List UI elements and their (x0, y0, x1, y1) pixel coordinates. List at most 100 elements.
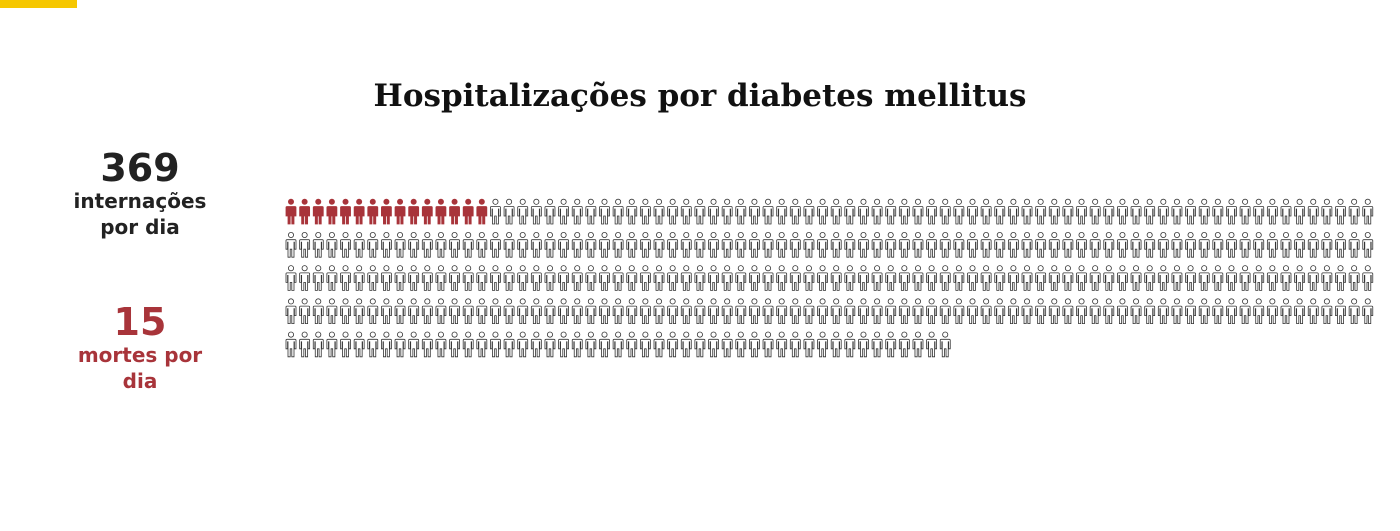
person-icon (367, 265, 379, 291)
person-icon (1321, 298, 1333, 325)
person-icon (312, 265, 324, 291)
person-icon (1266, 265, 1278, 291)
person-icon (639, 331, 651, 358)
person-icon (871, 198, 883, 225)
person-icon (939, 231, 951, 258)
person-icon (599, 298, 610, 325)
person-icon (462, 265, 474, 291)
person-icon (1335, 198, 1346, 225)
person-icon (312, 198, 324, 225)
person-icon (1226, 265, 1237, 291)
person-icon (1062, 231, 1074, 258)
person-icon (381, 265, 392, 291)
person-icon (680, 198, 692, 225)
person-icon (462, 331, 474, 358)
person-icon (1198, 265, 1210, 291)
person-icon (912, 198, 924, 225)
person-icon (994, 298, 1006, 325)
person-icon (817, 198, 828, 225)
person-icon (680, 265, 692, 291)
person-icon (871, 231, 883, 258)
person-icon (1321, 198, 1333, 225)
person-icon (1239, 265, 1251, 291)
person-icon (735, 231, 747, 258)
person-icon (912, 231, 924, 258)
person-icon (517, 331, 529, 358)
person-icon (680, 298, 692, 325)
person-icon (462, 198, 474, 225)
person-icon (1307, 231, 1319, 258)
person-icon (353, 198, 365, 225)
stat-label: internações por dia (73, 189, 207, 239)
person-icon (708, 298, 719, 325)
person-icon (898, 231, 910, 258)
person-icon (967, 198, 978, 225)
person-icon (1076, 231, 1087, 258)
person-icon (585, 298, 597, 325)
person-icon (1280, 265, 1292, 291)
person-icon (653, 298, 665, 325)
person-icon (340, 298, 351, 325)
person-icon (1130, 231, 1142, 258)
person-icon (1198, 198, 1210, 225)
person-icon (558, 331, 569, 358)
person-icon (762, 331, 774, 358)
person-icon (1185, 265, 1196, 291)
person-icon (558, 265, 569, 291)
person-icon (926, 331, 938, 358)
person-icon (1294, 298, 1306, 325)
person-icon (1048, 231, 1060, 258)
person-icon (1130, 265, 1142, 291)
person-icon (721, 231, 733, 258)
person-icon (353, 331, 365, 358)
person-icon (803, 331, 815, 358)
person-icon (1130, 298, 1142, 325)
person-icon (803, 198, 815, 225)
person-icon (449, 331, 460, 358)
person-icon (830, 298, 842, 325)
person-icon (762, 298, 774, 325)
person-icon (749, 298, 760, 325)
person-icon (953, 265, 965, 291)
person-icon (885, 231, 897, 258)
person-icon (626, 265, 638, 291)
person-icon (653, 331, 665, 358)
person-icon (1362, 265, 1374, 291)
person-icon (1185, 198, 1196, 225)
person-icon (381, 231, 392, 258)
person-icon (571, 198, 583, 225)
person-icon (462, 298, 474, 325)
person-icon (980, 265, 992, 291)
person-icon (449, 198, 460, 225)
person-icon (1089, 198, 1101, 225)
person-icon (1280, 198, 1292, 225)
person-icon (285, 331, 297, 358)
person-icon (326, 265, 338, 291)
person-icon (762, 198, 774, 225)
person-icon (1035, 231, 1047, 258)
person-icon (449, 298, 460, 325)
person-icon (599, 331, 610, 358)
person-icon (1335, 231, 1346, 258)
person-icon (544, 198, 556, 225)
person-icon (1198, 298, 1210, 325)
person-icon (912, 298, 924, 325)
person-icon (612, 198, 624, 225)
person-icon (1130, 198, 1142, 225)
person-icon (762, 231, 774, 258)
person-icon (1089, 265, 1101, 291)
person-icon (517, 231, 529, 258)
person-icon (599, 198, 610, 225)
person-icon (967, 231, 978, 258)
person-icon (326, 331, 338, 358)
person-icon (1021, 231, 1033, 258)
person-icon (285, 265, 297, 291)
person-icon (326, 198, 338, 225)
person-icon (612, 231, 624, 258)
person-icon (381, 198, 392, 225)
person-icon (476, 231, 488, 258)
person-icon (626, 198, 638, 225)
person-icon (1335, 265, 1346, 291)
person-icon (1144, 198, 1156, 225)
person-icon (367, 331, 379, 358)
